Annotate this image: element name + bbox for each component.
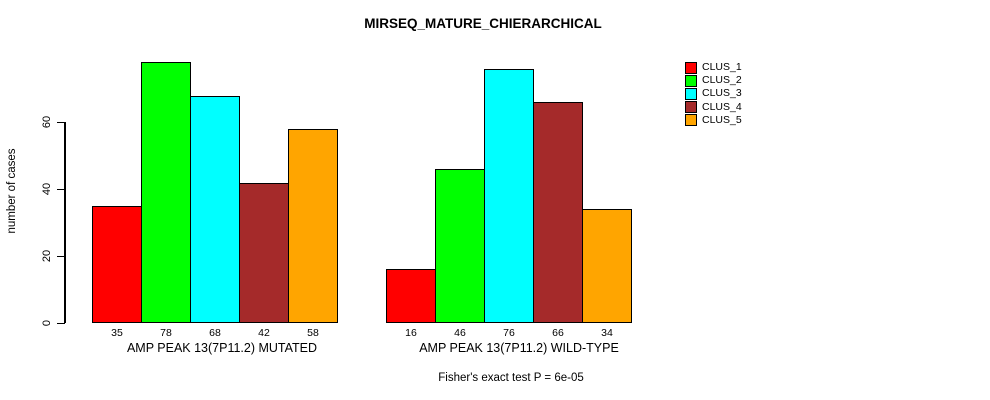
bar-value-label: 78 xyxy=(160,327,172,339)
y-tick-label: 40 xyxy=(41,183,53,196)
bar-clus_2 xyxy=(435,169,485,323)
bar-clus_2 xyxy=(141,62,191,323)
y-tick-label: 20 xyxy=(41,249,53,263)
bar-clus_3 xyxy=(190,95,240,323)
y-tick-mark xyxy=(57,255,65,258)
y-axis-line xyxy=(64,122,66,323)
legend-item: CLUS_2 xyxy=(685,74,742,87)
bar-value-label: 42 xyxy=(258,327,270,339)
legend-label: CLUS_4 xyxy=(702,100,742,113)
bar-clus_4 xyxy=(533,102,583,323)
legend-swatch-clus5 xyxy=(685,114,697,127)
bar-clus_4 xyxy=(239,182,289,323)
y-tick-mark xyxy=(57,322,65,324)
bar-clus_3 xyxy=(484,68,534,323)
y-tick-label: 0 xyxy=(41,319,53,327)
y-axis-label: number of cases xyxy=(6,148,18,234)
group-label-wild-type: AMP PEAK 13(7P11.2) WILD-TYPE xyxy=(419,341,619,355)
bar-value-label: 66 xyxy=(552,327,564,339)
legend: CLUS_1 CLUS_2 CLUS_3 CLUS_4 CLUS_5 xyxy=(685,61,742,127)
y-tick-label: 60 xyxy=(41,116,53,129)
bar-clus_5 xyxy=(582,209,632,323)
legend-item: CLUS_4 xyxy=(685,101,742,114)
legend-label: CLUS_1 xyxy=(702,61,742,74)
legend-item: CLUS_5 xyxy=(685,114,742,127)
y-tick-mark xyxy=(57,121,65,124)
legend-swatch-clus1 xyxy=(685,61,697,74)
bar-clus_1 xyxy=(92,205,142,323)
legend-swatch-clus4 xyxy=(685,101,697,114)
bar-value-label: 76 xyxy=(503,327,515,339)
legend-swatch-clus3 xyxy=(685,87,697,100)
legend-label: CLUS_5 xyxy=(702,113,742,126)
bar-value-label: 68 xyxy=(209,327,221,339)
legend-item: CLUS_3 xyxy=(685,87,742,100)
bar-value-label: 16 xyxy=(405,327,417,339)
legend-swatch-clus2 xyxy=(685,74,697,87)
bar-clus_5 xyxy=(288,128,338,323)
bar-value-label: 35 xyxy=(111,327,123,339)
group-label-mutated: AMP PEAK 13(7P11.2) MUTATED xyxy=(126,341,318,355)
fisher-test-caption: Fisher's exact test P = 6e-05 xyxy=(438,372,584,384)
bar-value-label: 46 xyxy=(454,327,466,339)
legend-label: CLUS_2 xyxy=(702,74,742,87)
y-tick-mark xyxy=(57,188,65,191)
bar-value-label: 58 xyxy=(307,327,319,339)
chart-title: MIRSEQ_MATURE_CHIERARCHICAL xyxy=(364,16,602,31)
bar-clus_1 xyxy=(386,269,436,323)
legend-label: CLUS_3 xyxy=(702,87,742,100)
bar-value-label: 34 xyxy=(601,327,613,339)
legend-item: CLUS_1 xyxy=(685,61,742,74)
